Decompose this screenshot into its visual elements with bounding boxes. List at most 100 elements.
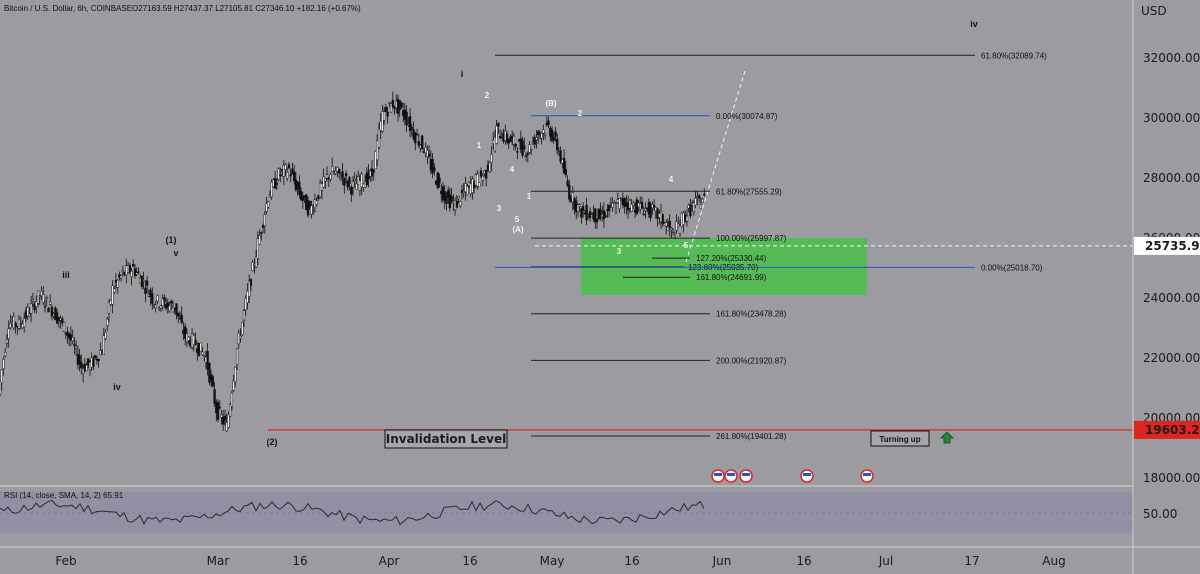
candle-body xyxy=(334,170,337,174)
candle-body xyxy=(642,213,645,216)
candle-body xyxy=(144,287,147,294)
candle-body xyxy=(135,272,138,275)
candle-body xyxy=(216,402,220,420)
time-tick-label: 16 xyxy=(796,554,811,568)
candle-body xyxy=(78,355,81,365)
candle-body xyxy=(50,306,54,317)
candle-body xyxy=(73,344,76,347)
candle-body xyxy=(377,129,381,148)
candle-body xyxy=(466,186,469,195)
candle-body xyxy=(322,176,325,188)
candle-body xyxy=(218,406,221,409)
candle-body xyxy=(57,317,60,322)
candle-body xyxy=(554,131,557,137)
candle-body xyxy=(293,171,296,182)
candle-body xyxy=(550,129,554,141)
candle-body xyxy=(189,340,192,347)
candle-body xyxy=(445,195,448,204)
candle-body xyxy=(5,338,9,344)
candle-body xyxy=(270,182,273,197)
candle-body xyxy=(4,352,7,356)
candle-body xyxy=(386,111,389,117)
candle-body xyxy=(341,171,344,178)
candle-body xyxy=(232,380,235,391)
candle-body xyxy=(61,318,64,324)
chart-header: Bitcoin / U.S. Dollar, 6h, COINBASEO2716… xyxy=(4,4,361,13)
candle-body xyxy=(685,215,689,222)
candle-body xyxy=(370,168,374,177)
candle-body xyxy=(426,150,429,158)
candle-body xyxy=(159,305,163,309)
candle-body xyxy=(697,195,701,199)
candle-body xyxy=(235,348,239,365)
candle-body xyxy=(405,111,408,126)
candle-body xyxy=(592,212,595,220)
price-tick-label: 28000.00 xyxy=(1143,171,1200,185)
candle-body xyxy=(665,222,668,227)
invalidation-price-text: 19603.22 xyxy=(1145,423,1200,437)
candle-body xyxy=(133,268,137,276)
candle-body xyxy=(344,173,348,177)
candle-body xyxy=(703,193,706,196)
candle-body xyxy=(505,133,509,143)
fib-level-label: 61.80%(27555.29) xyxy=(716,187,782,196)
candle-body xyxy=(578,204,581,207)
candle-body xyxy=(80,362,83,369)
candle-body xyxy=(389,103,393,113)
candle-body xyxy=(107,302,111,314)
candle-body xyxy=(609,202,612,204)
candle-body xyxy=(540,133,543,139)
candle-body xyxy=(299,190,303,200)
candle-body xyxy=(258,235,261,245)
ohlc-label: O27163.59 H27437.37 L27105.81 C27346.10 … xyxy=(132,4,361,13)
wave-label: 4 xyxy=(669,175,674,184)
candle-body xyxy=(126,265,130,273)
candle-body xyxy=(559,150,562,162)
candle-body xyxy=(415,133,419,136)
candle-body xyxy=(23,318,26,328)
candle-body xyxy=(351,180,355,188)
candle-body xyxy=(277,168,280,180)
fib-level-label: 200.00%(21920.87) xyxy=(716,356,787,365)
candle-body xyxy=(599,209,602,218)
candle-body xyxy=(289,174,292,177)
candle-body xyxy=(348,177,351,184)
price-tick-label: 24000.00 xyxy=(1143,291,1200,305)
candle-body xyxy=(524,155,528,157)
candle-body xyxy=(325,174,329,179)
candle-body xyxy=(630,204,633,212)
candle-body xyxy=(145,280,149,286)
candle-body xyxy=(408,116,412,131)
candle-body xyxy=(312,210,315,213)
turning-up-box xyxy=(870,430,930,447)
candle-body xyxy=(618,198,621,209)
candle-body xyxy=(692,202,696,212)
candle-body xyxy=(142,280,145,282)
candle-body xyxy=(109,300,112,305)
current-price-tag xyxy=(1134,236,1200,255)
candle-body xyxy=(177,312,180,317)
candle-body xyxy=(552,137,555,141)
candle-body xyxy=(97,358,100,362)
fib-level-label: 100.00%(25997.87) xyxy=(716,234,787,243)
candle-body xyxy=(28,313,31,317)
invalidation-price-tag xyxy=(1134,420,1200,439)
flag-icon-band xyxy=(803,473,811,476)
candle-body xyxy=(291,168,294,174)
candle-body xyxy=(199,342,202,352)
candle-body xyxy=(652,205,656,208)
candle-body xyxy=(171,306,175,313)
candle-body xyxy=(576,204,580,212)
candle-body xyxy=(239,336,242,339)
price-tick-label: 30000.00 xyxy=(1143,111,1200,125)
candle-body xyxy=(338,168,341,174)
candle-body xyxy=(602,210,606,220)
candle-body xyxy=(260,232,263,234)
candle-body xyxy=(227,414,230,428)
candle-body xyxy=(569,197,573,202)
candle-body xyxy=(194,339,197,345)
time-tick-label: Feb xyxy=(55,554,76,568)
wave-label: (2) xyxy=(267,437,278,447)
candle-body xyxy=(481,175,484,181)
